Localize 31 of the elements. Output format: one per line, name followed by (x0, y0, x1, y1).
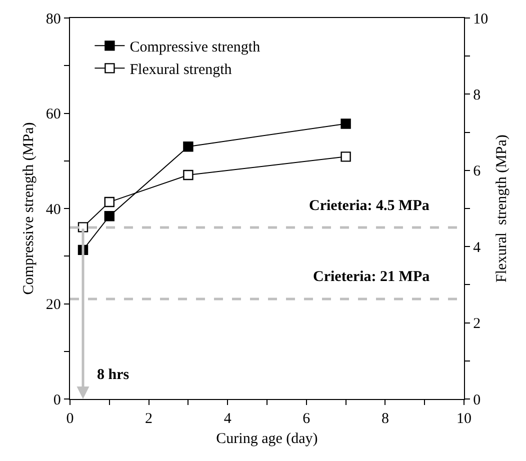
x-tick-label: 6 (302, 411, 311, 428)
point (104, 211, 114, 222)
point (183, 141, 194, 152)
point (340, 152, 351, 162)
x-tick-label: 2 (145, 411, 153, 428)
legend-label: Flexural strength (130, 62, 232, 78)
y-tick-label: 20 (46, 297, 61, 313)
point (104, 196, 114, 208)
x-tick-label: 0 (66, 411, 74, 428)
ref-line-label: Crieteria: 4.5 MPa (309, 198, 430, 214)
y2-tick-label: 10 (473, 11, 488, 28)
x-tick-label: 10 (456, 411, 472, 428)
x-tick-label: 4 (224, 411, 232, 428)
x-tick-label: 8 (381, 411, 389, 428)
y-axis-title: Compressive strength (MPa) (21, 122, 38, 295)
y2-tick-label: 0 (473, 392, 481, 408)
y2-tick-label: 4 (473, 240, 482, 256)
y-tick-label: 60 (46, 106, 61, 122)
y-tick-label: 40 (46, 202, 61, 218)
ref-line-label: Crieteria: 21 MPa (313, 269, 430, 285)
y2-tick-label: 8 (473, 87, 481, 104)
y-tick-label: 80 (46, 11, 61, 28)
annotation: 8 hrs (97, 367, 130, 383)
y2-tick-label: 2 (473, 316, 481, 332)
y2-axis-title: Flexural strength (MPa) (494, 134, 510, 282)
legend-label: Compressive strength (130, 40, 261, 56)
point (340, 118, 351, 129)
y2-tick-label: 6 (473, 164, 482, 180)
x-axis-title: Curing age (day) (216, 431, 318, 448)
point (183, 170, 194, 180)
y-tick-label: 0 (53, 392, 61, 408)
